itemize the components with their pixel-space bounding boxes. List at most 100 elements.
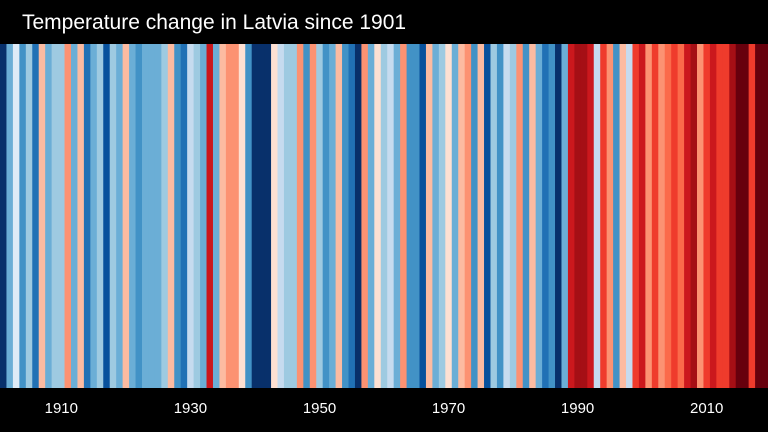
stripe-2003 bbox=[658, 44, 666, 388]
stripe-1968 bbox=[432, 44, 440, 388]
stripe-1906 bbox=[32, 44, 40, 388]
stripe-1916 bbox=[96, 44, 104, 388]
x-tick-label: 2010 bbox=[690, 400, 724, 417]
stripe-1934 bbox=[212, 44, 220, 388]
stripe-1944 bbox=[277, 44, 285, 388]
stripe-1939 bbox=[245, 44, 253, 388]
stripe-1967 bbox=[425, 44, 433, 388]
stripe-1995 bbox=[606, 44, 614, 388]
stripe-1952 bbox=[329, 44, 337, 388]
stripe-1921 bbox=[129, 44, 137, 388]
stripe-1917 bbox=[103, 44, 111, 388]
stripe-1918 bbox=[109, 44, 117, 388]
stripe-1913 bbox=[77, 44, 85, 388]
stripe-1912 bbox=[70, 44, 78, 388]
stripe-1941 bbox=[258, 44, 266, 388]
stripe-1966 bbox=[419, 44, 427, 388]
stripe-1928 bbox=[174, 44, 182, 388]
stripe-1976 bbox=[484, 44, 491, 388]
stripe-1970 bbox=[445, 44, 453, 388]
stripe-1974 bbox=[471, 44, 479, 388]
stripe-1948 bbox=[303, 44, 311, 388]
stripe-1964 bbox=[406, 44, 414, 388]
stripe-2004 bbox=[664, 44, 672, 388]
stripe-2007 bbox=[684, 44, 692, 388]
stripe-1951 bbox=[322, 44, 330, 388]
stripe-2009 bbox=[697, 44, 704, 388]
stripe-1979 bbox=[503, 44, 511, 388]
stripe-2013 bbox=[722, 44, 730, 388]
stripe-1987 bbox=[555, 44, 562, 388]
stripe-2000 bbox=[638, 44, 646, 388]
stripe-1905 bbox=[25, 44, 33, 388]
stripe-1907 bbox=[38, 44, 46, 388]
stripe-1932 bbox=[200, 44, 208, 388]
stripe-1946 bbox=[290, 44, 298, 388]
stripe-1996 bbox=[613, 44, 621, 388]
stripe-1942 bbox=[264, 44, 272, 388]
stripe-2011 bbox=[709, 44, 717, 388]
stripe-1962 bbox=[393, 44, 401, 388]
stripe-1933 bbox=[206, 44, 214, 388]
stripe-1999 bbox=[632, 44, 640, 388]
stripe-1991 bbox=[580, 44, 588, 388]
stripe-1940 bbox=[251, 44, 259, 388]
stripes-plot bbox=[0, 44, 768, 388]
x-tick-label: 1950 bbox=[302, 400, 337, 417]
stripe-2017 bbox=[748, 44, 756, 388]
stripe-1992 bbox=[587, 44, 595, 388]
stripe-1994 bbox=[600, 44, 608, 388]
stripe-1938 bbox=[238, 44, 246, 388]
stripe-1902 bbox=[6, 44, 14, 388]
stripe-1919 bbox=[116, 44, 124, 388]
stripe-1998 bbox=[626, 44, 633, 388]
stripe-1988 bbox=[561, 44, 569, 388]
chart-title: Temperature change in Latvia since 1901 bbox=[22, 11, 407, 34]
stripe-2018 bbox=[755, 44, 763, 388]
stripe-2015 bbox=[735, 44, 743, 388]
stripe-1910 bbox=[58, 44, 66, 388]
stripe-1937 bbox=[232, 44, 240, 388]
stripe-1981 bbox=[516, 44, 524, 388]
x-tick-label: 1930 bbox=[173, 400, 208, 417]
stripe-1954 bbox=[342, 44, 350, 388]
stripe-1959 bbox=[374, 44, 382, 388]
stripe-1956 bbox=[354, 44, 362, 388]
stripe-1903 bbox=[12, 44, 20, 388]
stripe-1989 bbox=[567, 44, 575, 388]
stripe-1973 bbox=[464, 44, 472, 388]
stripe-1963 bbox=[400, 44, 408, 388]
stripe-1945 bbox=[283, 44, 291, 388]
stripe-1975 bbox=[477, 44, 485, 388]
stripe-1920 bbox=[122, 44, 130, 388]
stripe-1915 bbox=[90, 44, 98, 388]
stripe-1960 bbox=[380, 44, 388, 388]
stripe-1925 bbox=[154, 44, 162, 388]
stripe-1943 bbox=[271, 44, 279, 388]
stripe-1914 bbox=[83, 44, 91, 388]
stripe-1950 bbox=[316, 44, 324, 388]
stripe-2001 bbox=[645, 44, 653, 388]
x-tick-label: 1910 bbox=[44, 400, 78, 417]
stripe-2016 bbox=[742, 44, 750, 388]
stripe-2012 bbox=[716, 44, 724, 388]
stripe-2008 bbox=[690, 44, 698, 388]
stripe-1977 bbox=[490, 44, 498, 388]
stripe-1978 bbox=[496, 44, 504, 388]
stripe-1908 bbox=[45, 44, 53, 388]
stripe-1984 bbox=[535, 44, 543, 388]
stripe-1985 bbox=[542, 44, 550, 388]
stripe-1926 bbox=[161, 44, 169, 388]
stripe-1965 bbox=[413, 44, 420, 388]
stripe-2006 bbox=[677, 44, 685, 388]
stripe-1969 bbox=[438, 44, 446, 388]
stripe-2002 bbox=[651, 44, 659, 388]
x-tick-label: 1990 bbox=[560, 400, 595, 417]
stripe-1983 bbox=[529, 44, 537, 388]
x-axis: 1910 1930 1950 1970 1990 2010 bbox=[0, 388, 768, 432]
stripe-1986 bbox=[548, 44, 556, 388]
stripe-1947 bbox=[296, 44, 304, 388]
stripe-2010 bbox=[703, 44, 711, 388]
stripe-1982 bbox=[522, 44, 530, 388]
stripe-1904 bbox=[19, 44, 27, 388]
